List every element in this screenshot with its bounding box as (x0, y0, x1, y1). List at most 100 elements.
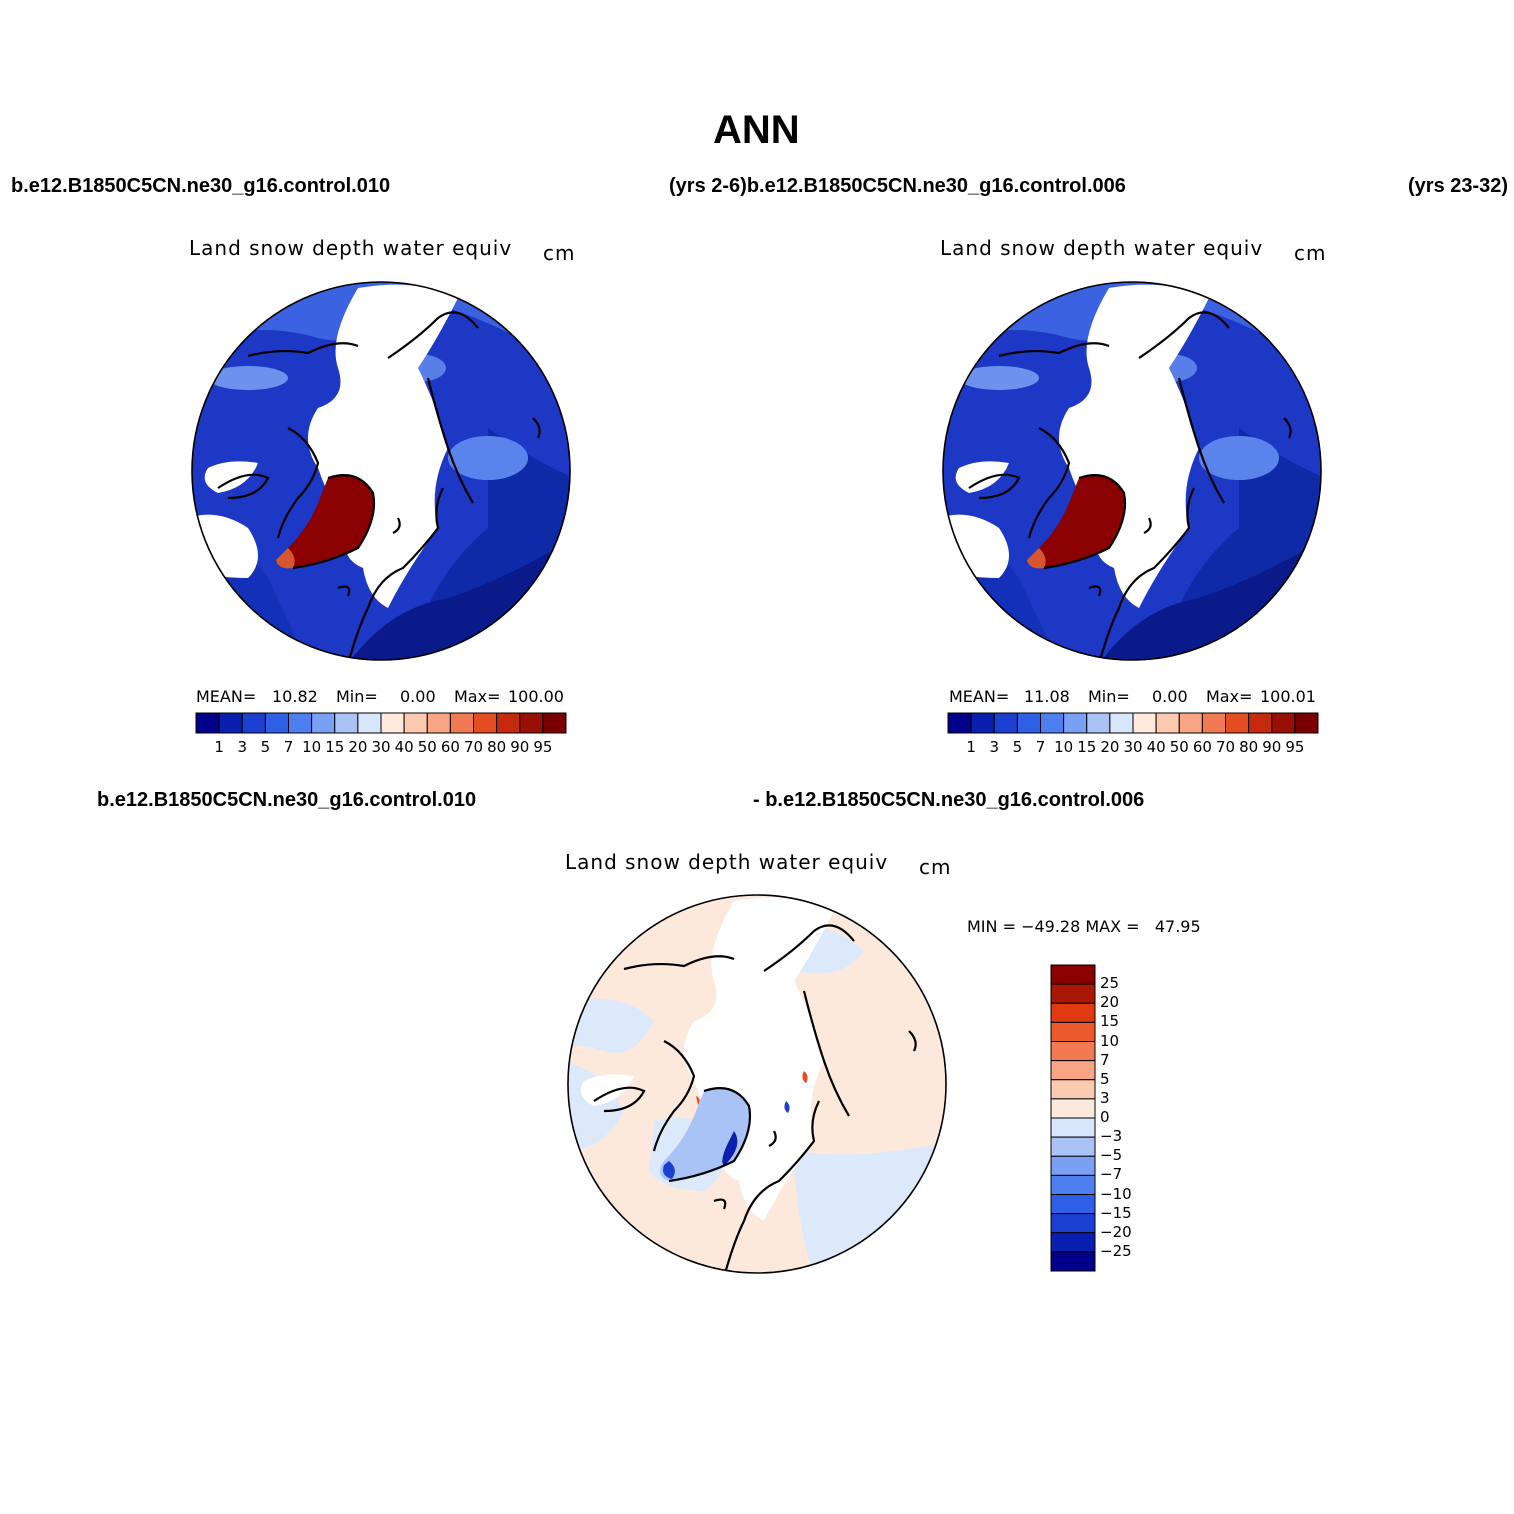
case1-years-case2-label: (yrs 2-6)b.e12.B1850C5CN.ne30_g16.contro… (669, 175, 1126, 197)
diff-colorbar-tick-label: 25 (1100, 974, 1120, 993)
diff-colorbar-swatch (1050, 1232, 1096, 1253)
left-colorbar-swatch (496, 712, 521, 734)
left-colorbar-swatch (311, 712, 336, 734)
diff-colorbar-swatch (1050, 964, 1096, 985)
figure-title: ANN (713, 108, 800, 152)
diff-colorbar (1050, 964, 1096, 1272)
diff-colorbar-swatch (1050, 1021, 1096, 1042)
diff-plot-units: cm (919, 855, 952, 879)
diff-colorbar-swatch (1050, 1098, 1096, 1119)
diff-snow-map (567, 894, 947, 1274)
diff-colorbar-tick-label: 3 (1100, 1088, 1110, 1107)
right-colorbar-swatch (970, 712, 995, 734)
right-min-label: Min= (1088, 687, 1130, 706)
left-min-label: Min= (336, 687, 378, 706)
left-colorbar-swatch (334, 712, 359, 734)
left-colorbar-tick-label: 95 (533, 738, 553, 756)
diff-colorbar-tick-label: −3 (1100, 1127, 1123, 1146)
right-colorbar-swatch (1109, 712, 1134, 734)
diff-plot-title: Land snow depth water equiv (565, 850, 889, 874)
right-colorbar-swatch (1178, 712, 1203, 734)
left-colorbar-tick-label: 70 (463, 738, 484, 756)
right-colorbar-tick-label: 7 (1035, 738, 1046, 756)
diff-colorbar-swatch (1050, 1117, 1096, 1138)
left-colorbar-tick-label: 90 (510, 738, 530, 756)
left-colorbar-swatch (542, 712, 567, 734)
diff-colorbar-swatch (1050, 1136, 1096, 1157)
right-colorbar-tick-label: 95 (1285, 738, 1305, 756)
diff-colorbar-swatch (1050, 1213, 1096, 1234)
left-colorbar-tick-label: 50 (417, 738, 437, 756)
right-colorbar-swatch (1016, 712, 1041, 734)
diff-colorbar-tick-label: −5 (1100, 1146, 1123, 1165)
right-colorbar-swatch (1132, 712, 1157, 734)
left-mean-label: MEAN= (196, 687, 257, 706)
diff-colorbar-tick-label: 5 (1100, 1069, 1110, 1088)
left-colorbar-tick-label: 7 (283, 738, 294, 756)
diff-colorbar-swatch (1050, 1079, 1096, 1100)
right-colorbar-swatch (1063, 712, 1088, 734)
right-colorbar-tick-label: 60 (1192, 738, 1212, 756)
case1-label: b.e12.B1850C5CN.ne30_g16.control.010 (11, 175, 391, 197)
left-max-label: Max= (454, 687, 501, 706)
right-colorbar-swatch (1155, 712, 1180, 734)
right-colorbar-swatch (1201, 712, 1226, 734)
left-colorbar-swatch (403, 712, 428, 734)
left-colorbar-swatch (195, 712, 220, 734)
right-mean-label: MEAN= (949, 687, 1010, 706)
right-colorbar-tick-label: 20 (1100, 738, 1120, 756)
left-plot-title: Land snow depth water equiv (189, 236, 513, 260)
diff-colorbar-swatch (1050, 1174, 1096, 1195)
case2-years-label: (yrs 23-32) (1408, 175, 1509, 197)
left-min-value: 0.00 (400, 687, 436, 706)
left-colorbar-tick-label: 20 (348, 738, 368, 756)
left-colorbar-swatch (288, 712, 313, 734)
left-plot-units: cm (543, 241, 576, 265)
right-colorbar-swatch (1086, 712, 1111, 734)
right-snow-map (942, 281, 1322, 661)
left-colorbar-swatch (264, 712, 289, 734)
right-colorbar-swatch (1248, 712, 1273, 734)
diff-colorbar-swatch (1050, 1041, 1096, 1062)
right-colorbar-swatch (993, 712, 1018, 734)
left-colorbar-tick-label: 15 (325, 738, 345, 756)
right-max-label: Max= (1206, 687, 1253, 706)
left-colorbar (195, 712, 567, 734)
diff-colorbar-swatch (1050, 1155, 1096, 1176)
right-min-value: 0.00 (1152, 687, 1188, 706)
right-colorbar-tick-label: 50 (1169, 738, 1189, 756)
right-colorbar-tick-label: 10 (1054, 738, 1074, 756)
left-colorbar-swatch (473, 712, 498, 734)
diff-colorbar-swatch (1050, 1060, 1096, 1081)
right-colorbar-ticks: 1 3 5 7 10 15 20 30 40 50 60 70 80 90 95 (947, 738, 1319, 758)
diff-colorbar-tick-label: 7 (1100, 1050, 1110, 1069)
diff-colorbar-tick-label: 15 (1100, 1012, 1120, 1031)
right-colorbar-tick-label: 5 (1012, 738, 1023, 756)
diff-colorbar-tick-label: 0 (1100, 1108, 1110, 1126)
diff-colorbar-swatch (1050, 1002, 1096, 1023)
diff-colorbar-tick-label: −15 (1100, 1203, 1132, 1222)
left-colorbar-tick-label: 80 (487, 738, 507, 756)
right-plot-title: Land snow depth water equiv (940, 236, 1264, 260)
right-plot-units: cm (1294, 241, 1327, 265)
diff-colorbar-ticks: 25 20 15 10 7 5 3 0 −3 −5 −7 −10 −15 −20 −25 (1100, 964, 1160, 1272)
diff-colorbar-tick-label: −20 (1100, 1222, 1132, 1241)
right-colorbar-tick-label: 90 (1262, 738, 1282, 756)
right-mean-value: 11.08 (1024, 687, 1070, 706)
diff-colorbar-swatch (1050, 1194, 1096, 1215)
diff-colorbar-tick-label: 20 (1100, 993, 1120, 1012)
left-colorbar-tick-label: 5 (260, 738, 271, 756)
right-colorbar-tick-label: 15 (1077, 738, 1097, 756)
diff-minmax: MIN = −49.28 MAX = 47.95 (967, 917, 1201, 936)
right-colorbar (947, 712, 1319, 734)
right-colorbar-swatch (1294, 712, 1319, 734)
left-max-value: 100.00 (508, 687, 564, 706)
left-colorbar-tick-label: 3 (237, 738, 248, 756)
right-colorbar-tick-label: 1 (966, 738, 976, 756)
left-colorbar-tick-label: 30 (371, 738, 391, 756)
diff-left-label: b.e12.B1850C5CN.ne30_g16.control.010 (97, 789, 477, 811)
diff-colorbar-tick-label: 10 (1100, 1031, 1120, 1050)
right-colorbar-swatch (1225, 712, 1250, 734)
left-colorbar-tick-label: 60 (440, 738, 460, 756)
left-colorbar-tick-label: 10 (302, 738, 322, 756)
